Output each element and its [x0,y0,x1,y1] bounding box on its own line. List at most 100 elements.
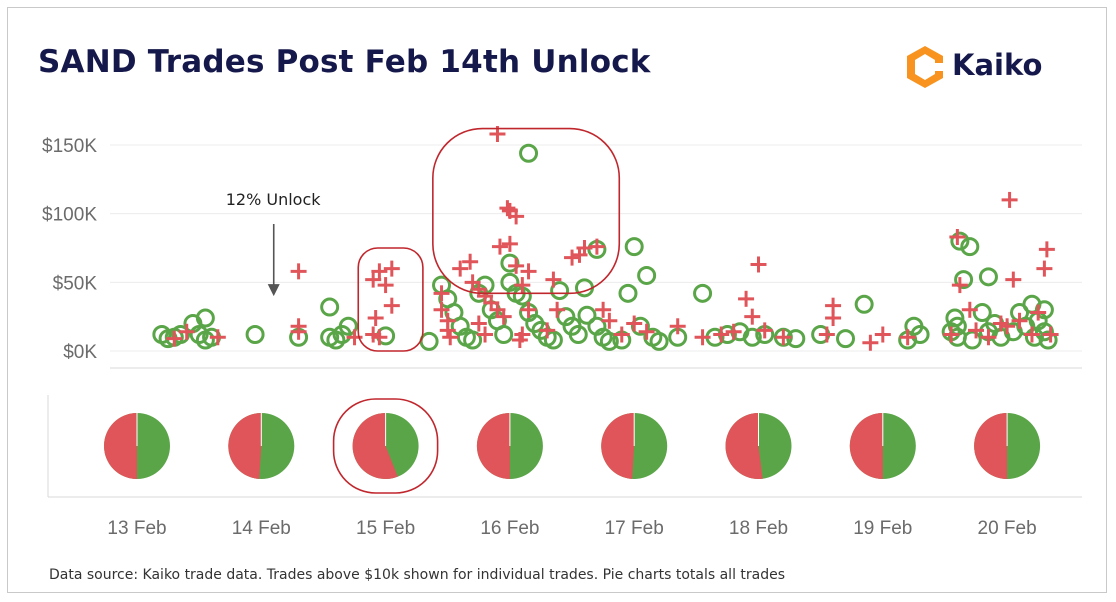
pie-slice-sell [228,413,262,479]
buy-trade-point [693,283,713,303]
sell-trade-point [442,329,459,346]
pie-15-feb [332,398,439,494]
annotation: 12% Unlock [226,190,322,297]
sell-trade-point [756,322,773,339]
sell-trade-point [508,257,525,274]
sell-trade-point [383,260,400,277]
sell-trade-point [638,323,655,340]
sell-trade-point [564,249,581,266]
buy-trade-point [630,316,650,336]
buy-trade-point [494,325,514,345]
sell-trade-point [588,238,605,255]
pie-13-feb [104,413,170,479]
buy-trade-point [577,305,597,325]
buy-trade-point [320,297,340,317]
sell-trade-point [491,238,508,255]
pie-slice-sell [352,413,398,479]
buy-trade-point [910,325,930,345]
sell-trade-point [377,277,394,294]
buy-trade-point [550,281,570,301]
sell-trade-point [825,297,842,314]
buy-trade-point [960,237,980,257]
x-tick-label: 18 Feb [729,518,788,539]
x-tick-label: 15 Feb [356,518,415,539]
y-tick-label: $150K [42,136,97,157]
sell-trade-point [1023,326,1040,343]
scatter-points [152,126,1059,351]
highlight-boxes [357,127,621,352]
sell-trade-point [738,290,755,307]
buy-trade-point [618,283,638,303]
sell-trade-point [999,318,1016,335]
buy-trade-point [649,331,669,351]
buy-trade-point [978,267,998,287]
sell-trade-point [1001,191,1018,208]
sell-trade-point [862,334,879,351]
pie-14-feb [228,413,295,479]
annotation-arrowhead [267,284,280,297]
pie-19-feb [849,413,916,479]
buy-trade-point [962,330,982,350]
sell-trade-point [818,326,835,343]
sell-trade-point [669,318,686,335]
buy-trade-point [195,308,215,328]
sell-trade-point [477,326,494,343]
sell-trade-point [744,308,761,325]
sell-trade-point [943,326,960,343]
sell-trade-point [713,326,730,343]
sell-trade-point [520,263,537,280]
sell-trade-point [452,260,469,277]
y-axis: $0K $50K $100K $150K [42,136,97,363]
buy-trade-point [419,331,439,351]
pie-17-feb [601,412,668,479]
sell-trade-point [462,253,479,270]
sell-trade-point [539,322,556,339]
sell-trade-point [725,323,742,340]
sell-trade-point [961,301,978,318]
sell-trade-point [383,297,400,314]
sell-trade-point [1011,312,1028,329]
sell-trade-point [439,322,456,339]
buy-trade-point [1038,330,1058,350]
buy-trade-point [972,303,992,323]
sell-trade-point [209,329,226,346]
highlight-box [432,127,621,295]
sell-trade-point [371,329,388,346]
buy-trade-point [543,330,563,350]
sell-trade-point [499,200,516,217]
x-tick-label: 17 Feb [605,518,664,539]
buy-trade-point [1034,300,1054,320]
sell-trade-point [433,301,450,318]
pie-20-feb [974,413,1041,479]
sell-trade-point [626,315,643,332]
buy-trade-point [519,143,539,163]
chart-frame [7,7,1107,593]
sell-trade-point [1042,326,1059,343]
buy-trade-point [742,327,762,347]
sell-trade-point [501,202,518,219]
buy-trade-point [500,253,520,273]
unlock-annotation-label: 12% Unlock [226,190,322,209]
x-tick-label: 16 Feb [480,518,539,539]
sell-trade-point [365,271,382,288]
highlight-box [357,247,424,352]
pie-charts [104,398,1041,494]
sell-trade-point [514,277,531,294]
sell-trade-point [595,301,612,318]
sell-trade-point [545,271,562,288]
sell-trade-point [511,332,528,349]
footnote: Data source: Kaiko trade data. Trades ab… [49,567,786,583]
buy-trade-point [836,329,856,349]
x-tick-label: 20 Feb [978,518,1037,539]
sell-trade-point [549,301,566,318]
x-axis: 13 Feb 14 Feb 15 Feb 16 Feb 17 Feb 18 Feb 19 F… [107,518,1036,539]
y-tick-label: $100K [42,205,97,226]
sell-trade-point [1036,260,1053,277]
pie-highlight-box [332,398,439,494]
sell-trade-point [470,281,487,298]
sell-trade-point [290,323,307,340]
sell-trade-point [501,235,518,252]
pie-slice-sell [104,413,137,479]
sell-trade-point [433,285,450,302]
pie-16-feb [476,413,543,479]
